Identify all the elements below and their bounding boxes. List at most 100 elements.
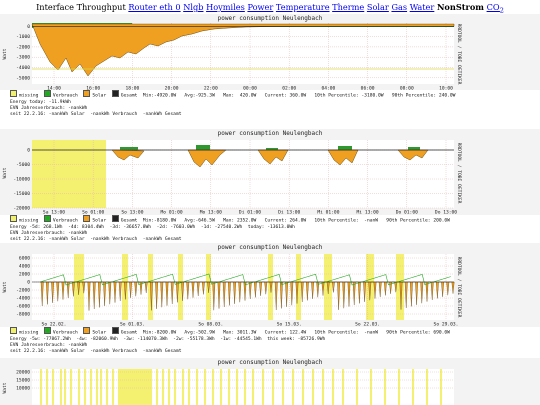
missing-band <box>332 369 334 405</box>
missing-band <box>188 369 190 405</box>
missing-band <box>84 369 86 405</box>
graph-month-ylabel: Watt <box>2 281 8 292</box>
missing-band <box>356 369 358 405</box>
missing-band <box>412 369 414 405</box>
x-tick-label: So 13:00 <box>121 210 143 216</box>
y-tick-label: -5000 <box>16 75 30 81</box>
nav-link-gas[interactable]: Gas <box>391 2 408 12</box>
graph-month-extra-3: seit 22.2.16: -nankWh Solar -nankWh Verb… <box>10 349 182 355</box>
graph-day-extra-1: Energy today: -11.9kWh <box>10 99 71 105</box>
missing-band <box>118 369 152 405</box>
nav-link-co2[interactable]: CO2 <box>487 2 504 15</box>
legend-gesamt: Gesamt <box>120 218 138 224</box>
nav-link-router[interactable]: Router eth 0 <box>128 2 181 12</box>
legend-verbrauch-swatch <box>43 327 51 334</box>
legend-verbrauch-swatch <box>43 90 51 97</box>
graph-day-stats: Min:-4920.0W Avg:-925.3W Max: 420.0W Cur… <box>142 93 456 99</box>
legend-solar-swatch <box>83 327 91 334</box>
missing-band <box>212 369 214 405</box>
missing-band <box>52 369 54 405</box>
graph-week-extra-2: EVN Jahresverbrauch: -nankWh <box>10 230 88 236</box>
x-tick-label: 02:00 <box>282 86 296 91</box>
graph-month-extra-1: Energy -5w: -77867.2Wh -4w: -82060.9Wh -… <box>10 336 326 342</box>
graph-day-image: power consumption Neulengbach Watt 0 -100… <box>0 14 540 90</box>
missing-band <box>46 369 48 405</box>
legend-missing: missing <box>19 218 39 224</box>
legend-missing: missing <box>19 93 39 99</box>
nav-link-therme[interactable]: Therme <box>332 2 365 12</box>
missing-band <box>384 369 386 405</box>
y-tick-label: -6000 <box>16 304 30 310</box>
y-tick-label: -8000 <box>16 312 30 318</box>
missing-band <box>178 254 183 320</box>
nav-link-hoymiles[interactable]: Hoymiles <box>206 2 245 12</box>
missing-band <box>204 369 206 405</box>
y-tick-label: -5000 <box>16 162 30 168</box>
missing-band <box>244 369 246 405</box>
graph-week-image: power consumption Neulengbach Watt 0 -500… <box>0 129 540 215</box>
legend-solar: Solar <box>92 218 107 224</box>
missing-band <box>292 369 294 405</box>
legend-gesamt: Gesamt <box>120 93 138 99</box>
x-tick-label: Di 01:00 <box>239 210 261 216</box>
missing-band <box>272 369 274 405</box>
legend-verbrauch: Verbrauch <box>52 93 78 99</box>
graph-day-extra-2: EVN Jahresverbrauch: -nankWh <box>10 105 88 111</box>
missing-band <box>70 369 72 405</box>
legend-verbrauch: Verbrauch <box>52 218 78 224</box>
y-tick-label: -2000 <box>16 44 30 50</box>
y-tick-label: 10000 <box>16 386 30 392</box>
graph-day-title: power consumption Neulengbach <box>218 15 323 22</box>
missing-band <box>426 369 428 405</box>
x-tick-label: Mi 13:00 <box>357 210 379 216</box>
x-tick-label: So 01:00 <box>82 210 104 216</box>
x-tick-label: So 01.03. <box>120 322 145 328</box>
missing-band <box>228 369 230 405</box>
x-tick-label: 00:00 <box>243 86 257 91</box>
graph-day-extra-3: seit 22.2.16: -nankWh Solar -nankWh Verb… <box>10 112 182 118</box>
legend-missing-swatch <box>10 327 17 334</box>
y-tick-label: -1000 <box>16 34 30 40</box>
graph-week-side: RRDTOOL / TOBI OETIKER <box>456 143 462 204</box>
missing-band <box>168 369 170 405</box>
legend-verbrauch: Verbrauch <box>52 330 78 336</box>
graph-week-extra-1: Energy -5d: 268.1Wh -4d: 8304.4Wh -3d: -… <box>10 224 295 230</box>
x-tick-label: So 15.03. <box>277 322 302 328</box>
nav-link-water[interactable]: Water <box>409 2 435 12</box>
graph-month-title: power consumption Neulengbach <box>218 244 323 251</box>
missing-band <box>78 369 80 405</box>
nav-link-nlgb[interactable]: Nlgb <box>183 2 204 12</box>
nav-link-power[interactable]: Power <box>247 2 274 12</box>
legend-solar-swatch <box>83 90 91 97</box>
graph-week-extra-3: seit 22.2.16: -nankWh Solar -nankWh Verb… <box>10 237 182 243</box>
x-tick-label: 14:00 <box>47 86 61 91</box>
nav-link-solar[interactable]: Solar <box>366 2 389 12</box>
graph-month-image: power consumption Neulengbach Watt 6000 4… <box>0 243 540 327</box>
x-tick-label: 16:00 <box>86 86 100 91</box>
legend-gesamt-swatch <box>111 90 119 97</box>
graph-week-title: power consumption Neulengbach <box>218 130 323 137</box>
legend-solar: Solar <box>92 330 107 336</box>
missing-band <box>252 369 254 405</box>
graph-year: power consumption Neulengbach Watt 20000… <box>0 358 540 405</box>
x-tick-label: 10:00 <box>439 86 453 91</box>
nav-link-temperature[interactable]: Temperature <box>275 2 330 12</box>
missing-band <box>90 369 92 405</box>
x-tick-label: So 08.03. <box>198 322 223 328</box>
graph-month: power consumption Neulengbach Watt 6000 4… <box>0 243 540 354</box>
x-tick-label: Mi 01:00 <box>317 210 339 216</box>
missing-band <box>342 369 344 405</box>
missing-band <box>312 369 314 405</box>
missing-band <box>96 369 98 405</box>
legend-missing-swatch <box>10 90 17 97</box>
y-tick-label: 2000 <box>19 272 30 278</box>
legend-missing: missing <box>19 330 39 336</box>
graph-year-image: power consumption Neulengbach Watt 20000… <box>0 358 540 405</box>
legend-gesamt-swatch <box>111 327 119 334</box>
nav-lead: Interface Throughput <box>36 2 126 12</box>
graph-day-side: RRDTOOL / TOBI OETIKER <box>456 24 462 85</box>
y-tick-label: -4000 <box>16 65 30 71</box>
missing-band <box>112 369 114 405</box>
missing-band <box>440 369 442 405</box>
x-tick-label: 18:00 <box>125 86 139 91</box>
